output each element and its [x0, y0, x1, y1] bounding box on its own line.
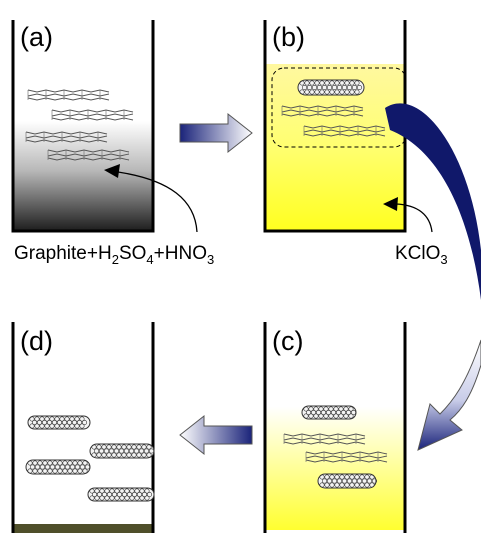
graphene-sheets-a — [25, 89, 134, 161]
carbon-nanotube — [27, 415, 91, 430]
carbon-nanotube — [25, 459, 91, 475]
beaker-c — [263, 322, 407, 533]
graphene-sheet — [303, 125, 386, 137]
carbon-nanotube — [317, 473, 377, 489]
arrow-a-to-b — [179, 112, 253, 154]
curved-arrow-b-tail — [385, 103, 481, 301]
beaker-d-sediment — [14, 524, 152, 533]
graphene-sheet — [47, 149, 130, 161]
panel-label-c: (c) — [272, 326, 303, 356]
carbon-nanotube — [89, 443, 155, 459]
panel-label-a: (a) — [20, 22, 53, 52]
carbon-nanotube — [87, 487, 155, 502]
graphene-sheet — [283, 433, 366, 445]
graphene-sheet — [305, 451, 388, 463]
curved-arrow-c-head — [417, 339, 481, 451]
graphene-sheet — [281, 105, 364, 117]
beaker-a-solution — [14, 32, 152, 230]
reagent-mixture-label: Graphite+H2SO4+HNO3 — [14, 243, 214, 267]
pointer-arrowhead-oxidant — [383, 197, 398, 211]
pointer-arrow-oxidant — [395, 203, 433, 233]
graphene-sheet — [51, 109, 134, 121]
arrow-c-to-d — [179, 414, 253, 456]
beaker-a — [11, 20, 155, 233]
graphene-sheets-c — [283, 433, 388, 463]
graphene-sheet — [25, 131, 108, 143]
pointer-arrowhead-mixture — [104, 164, 120, 178]
graphene-sheet — [27, 89, 110, 101]
nanotubes — [25, 79, 377, 502]
graphene-sheets-b — [281, 105, 386, 137]
carbon-nanotube — [297, 79, 365, 96]
pointer-arrow-mixture — [117, 171, 198, 233]
panel-label-d: (d) — [20, 326, 53, 356]
reagent-oxidant-label: KClO3 — [395, 243, 448, 267]
carbon-nanotube — [301, 405, 357, 420]
panel-label-b: (b) — [272, 22, 305, 52]
